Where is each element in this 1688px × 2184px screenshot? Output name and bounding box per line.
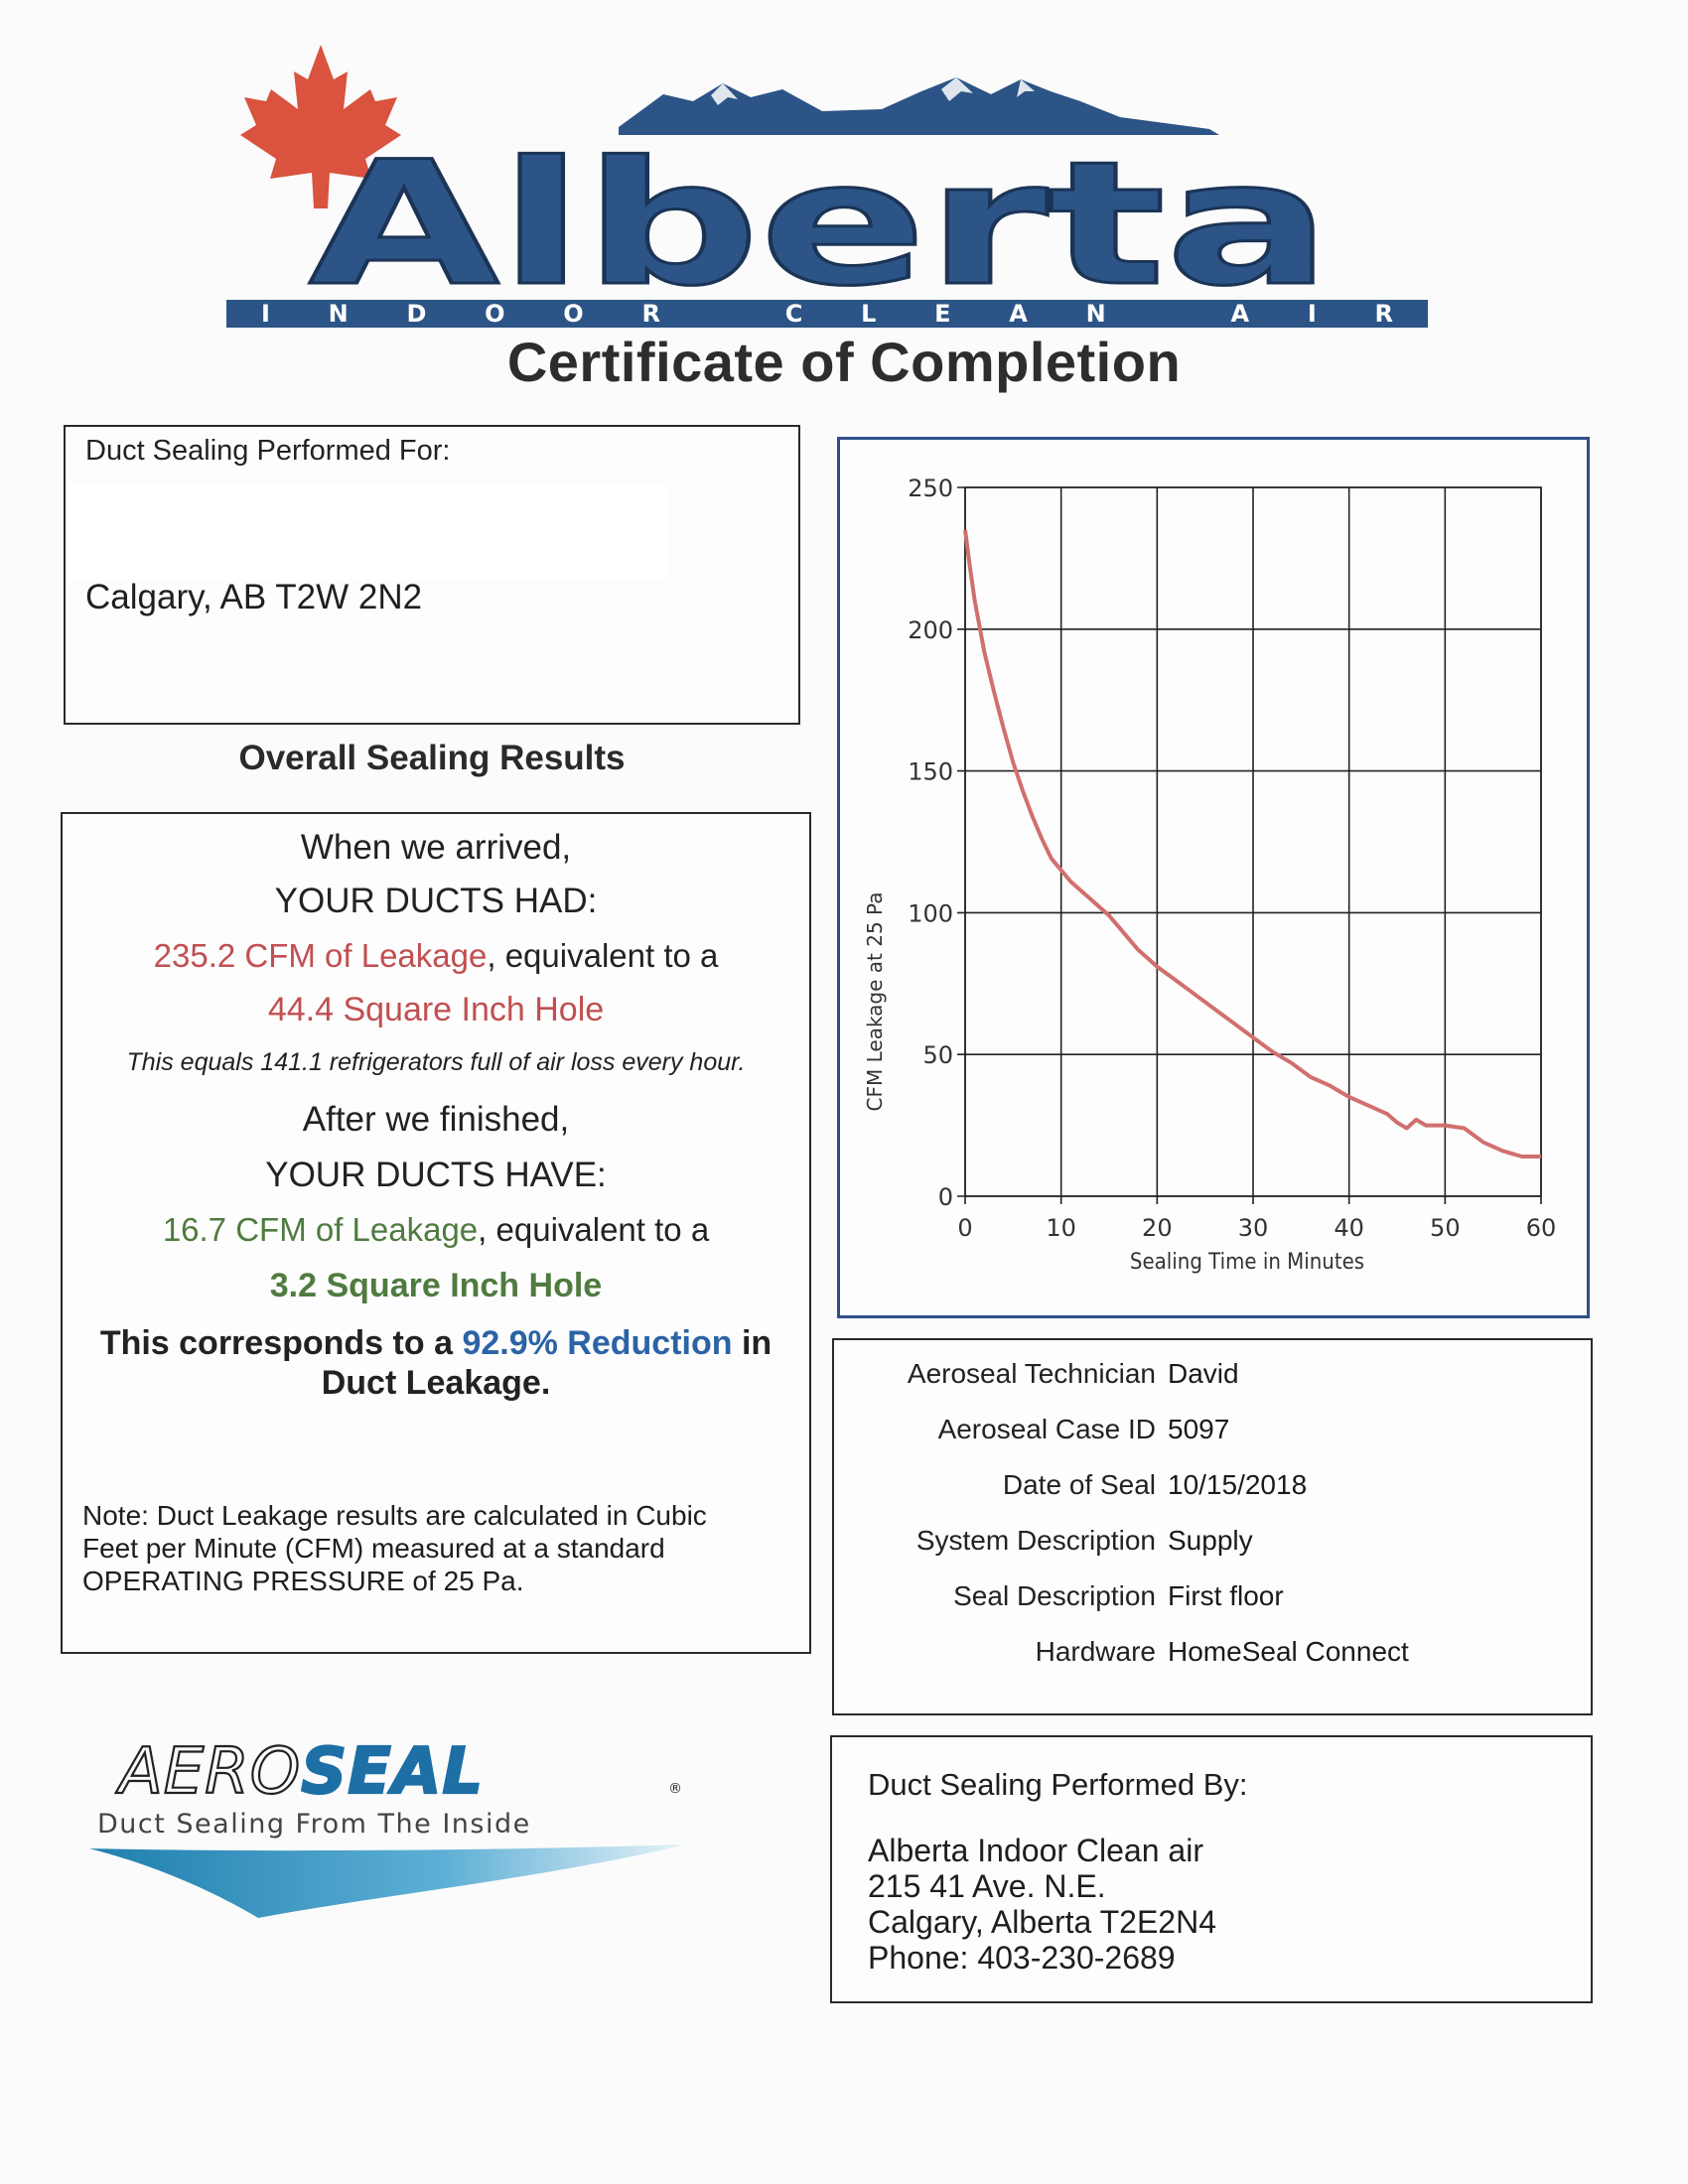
customer-city-line: Calgary, AB T2W 2N2 — [85, 578, 423, 616]
aeroseal-logo: AEROSEAL ® Duct Sealing From The Inside — [89, 1734, 685, 1918]
y-tick-label: 250 — [908, 475, 953, 502]
pressure-note: Note: Duct Leakage results are calculate… — [82, 1499, 707, 1597]
alberta-indoor-clean-air-logo: Alberta INDOOR CLEAN AIR — [226, 45, 1428, 328]
corresponds-prefix: This corresponds to a — [99, 1324, 463, 1362]
before-cfm: 235.2 CFM of Leakage — [153, 937, 488, 974]
before-leakage-line: 235.2 CFM of Leakage, equivalent to a — [63, 937, 809, 975]
note-line-2: Feet per Minute (CFM) measured at a stan… — [82, 1533, 665, 1564]
y-tick-label: 150 — [908, 758, 953, 786]
x-tick-label: 60 — [1526, 1214, 1557, 1242]
aeroseal-aero: AERO — [115, 1735, 301, 1809]
note-line-3: OPERATING PRESSURE of 25 Pa. — [82, 1566, 524, 1596]
ducts-have-line: YOUR DUCTS HAVE: — [265, 1156, 607, 1194]
aeroseal-seal: SEAL — [301, 1735, 484, 1809]
mountains-icon — [619, 77, 1219, 135]
y-tick-label: 0 — [938, 1183, 953, 1211]
x-tick-label: 10 — [1046, 1214, 1076, 1242]
fridge-line: This equals 141.1 refrigerators full of … — [63, 1048, 809, 1077]
case-id-value: 5097 — [1168, 1414, 1230, 1444]
note-line-1: Note: Duct Leakage results are calculate… — [82, 1500, 707, 1531]
performed-by-heading: Duct Sealing Performed By: — [868, 1767, 1248, 1802]
case-id-label: Aeroseal Case ID — [937, 1414, 1156, 1444]
reduction-value: 92.9% Reduction — [462, 1324, 733, 1362]
before-equivalent: , equivalent to a — [487, 937, 719, 974]
seal-description-value: First floor — [1168, 1580, 1284, 1611]
x-axis-label: Sealing Time in Minutes — [1130, 1250, 1364, 1275]
performed-by-box: Duct Sealing Performed By: Alberta Indoo… — [830, 1735, 1593, 2003]
after-equivalent: , equivalent to a — [478, 1211, 710, 1248]
aeroseal-tagline: Duct Sealing From The Inside — [97, 1809, 531, 1840]
results-heading: Overall Sealing Results — [238, 739, 626, 777]
x-tick-label: 20 — [1142, 1214, 1173, 1242]
y-tick-label: 200 — [908, 616, 953, 644]
x-tick-label: 30 — [1238, 1214, 1269, 1242]
svg-text:AEROSEAL: AEROSEAL — [115, 1735, 484, 1809]
reduction-line: This corresponds to a 92.9% Reduction in — [63, 1324, 809, 1363]
brand-word: Alberta — [309, 124, 1332, 324]
aeroseal-swoosh — [89, 1844, 685, 1918]
after-leakage-line: 16.7 CFM of Leakage, equivalent to a — [63, 1211, 809, 1249]
technician-label: Aeroseal Technician — [907, 1358, 1156, 1389]
company-phone: Phone: 403-230-2689 — [868, 1940, 1176, 1976]
tagline-bar — [226, 300, 1428, 328]
x-tick-label: 50 — [1430, 1214, 1461, 1242]
y-tick-label: 50 — [922, 1041, 953, 1069]
performed-for-box: Duct Sealing Performed For: Calgary, AB … — [64, 425, 800, 725]
leakage-series-line — [963, 529, 1541, 1159]
seal-details-box: Aeroseal Technician David Aeroseal Case … — [832, 1338, 1593, 1715]
fridge-prefix: This equals — [126, 1048, 261, 1076]
arrived-line: When we arrived, — [300, 828, 572, 867]
results-box: When we arrived, YOUR DUCTS HAD: 235.2 C… — [61, 812, 811, 1654]
leakage-chart-box: 0 10 20 30 40 50 60 0 50 100 150 200 250 Sealing Tim… — [837, 437, 1590, 1318]
after-hole: 3.2 Square Inch Hole — [269, 1267, 603, 1304]
maple-leaf-icon — [240, 45, 401, 208]
x-tick-label: 40 — [1334, 1214, 1364, 1242]
redacted-customer-name — [66, 484, 669, 580]
company-name: Alberta Indoor Clean air — [868, 1833, 1203, 1868]
seal-description-label: Seal Description — [953, 1580, 1156, 1611]
company-city: Calgary, Alberta T2E2N4 — [868, 1904, 1216, 1940]
corresponds-suffix: in — [732, 1324, 773, 1362]
technician-value: David — [1168, 1358, 1239, 1389]
company-street: 215 41 Ave. N.E. — [868, 1868, 1106, 1904]
certificate-title: Certificate of Completion — [506, 331, 1182, 393]
y-axis-label: CFM Leakage at 25 Pa — [863, 892, 887, 1112]
fridge-count: 141.1 — [260, 1048, 323, 1076]
date-value: 10/15/2018 — [1168, 1469, 1308, 1500]
system-description-label: System Description — [915, 1525, 1156, 1556]
finished-line: After we finished, — [302, 1100, 570, 1139]
hardware-value: HomeSeal Connect — [1168, 1636, 1409, 1667]
leakage-chart: 0 10 20 30 40 50 60 0 50 100 150 200 250 Sealing Tim… — [863, 475, 1557, 1275]
performed-for-heading: Duct Sealing Performed For: — [85, 435, 451, 467]
ducts-had-line: YOUR DUCTS HAD: — [274, 882, 598, 920]
fridge-suffix: refrigerators full of air loss every hou… — [322, 1048, 746, 1076]
x-tick-label: 0 — [957, 1214, 972, 1242]
before-hole: 44.4 Square Inch Hole — [267, 991, 605, 1028]
after-cfm: 16.7 CFM of Leakage — [162, 1211, 479, 1248]
hardware-label: Hardware — [1035, 1636, 1156, 1667]
duct-leakage-line: Duct Leakage. — [321, 1364, 551, 1402]
aeroseal-registered: ® — [668, 1781, 682, 1797]
system-description-value: Supply — [1168, 1525, 1253, 1556]
date-label: Date of Seal — [1002, 1469, 1156, 1500]
y-tick-label: 100 — [908, 899, 953, 927]
